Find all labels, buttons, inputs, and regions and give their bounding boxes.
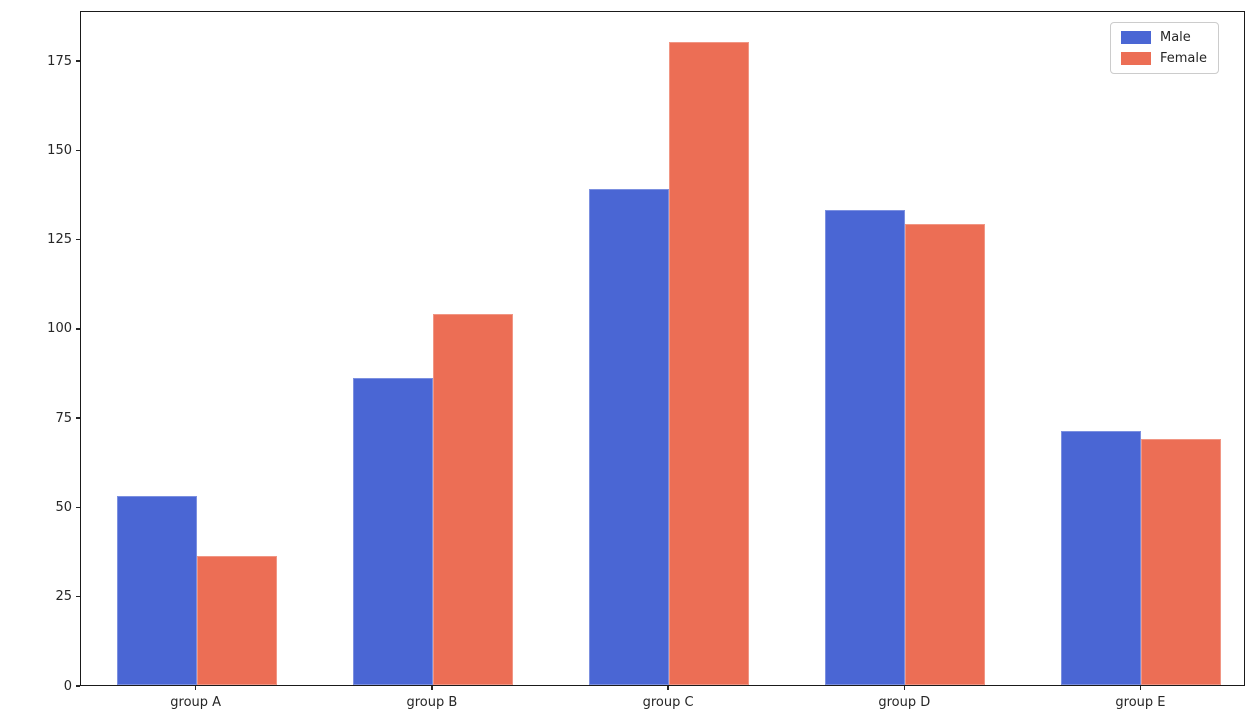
y-tick-mark [76,417,80,419]
bar-female-1 [196,556,277,685]
bar-male-4 [825,210,906,685]
bar-female-3 [669,42,750,685]
legend-item-female: Female [1121,51,1207,66]
x-tick-label: group D [878,695,931,710]
bar-male-5 [1061,431,1142,685]
x-tick-label: group A [170,695,222,710]
legend-item-male: Male [1121,30,1207,45]
y-tick-mark [76,238,80,241]
bar-male-2 [352,377,433,685]
x-tick-mark [903,686,905,690]
y-tick-label: 50 [55,499,72,515]
bar-male-3 [589,188,670,685]
legend-label: Female [1160,51,1208,66]
y-tick-label: 125 [47,232,72,248]
bar-male-1 [116,495,197,685]
x-tick-mark [667,686,669,690]
x-tick-mark [195,686,197,690]
bar-female-2 [432,313,513,685]
y-tick-mark [76,149,80,151]
plot-area [80,11,1245,686]
bar-female-5 [1141,438,1222,685]
y-tick-mark [76,328,80,330]
x-tick-label: group E [1115,695,1166,710]
legend: Male Female [1110,22,1220,74]
bar-female-4 [905,224,986,685]
y-tick-label: 75 [55,410,72,426]
x-tick-label: group B [406,695,458,710]
y-tick-label: 150 [47,142,72,158]
legend-swatch-male [1121,31,1151,44]
y-tick-mark [76,596,80,598]
x-tick-mark [1139,686,1142,690]
y-tick-label: 175 [47,53,72,69]
y-tick-mark [76,685,80,687]
legend-swatch-female [1121,52,1151,65]
y-tick-label: 100 [47,321,72,337]
x-tick-mark [431,686,433,690]
y-tick-mark [76,60,80,62]
y-tick-mark [76,506,80,509]
legend-label: Male [1160,30,1191,45]
x-tick-label: group C [642,695,694,710]
y-tick-label: 0 [63,678,72,694]
y-tick-label: 25 [55,589,72,605]
